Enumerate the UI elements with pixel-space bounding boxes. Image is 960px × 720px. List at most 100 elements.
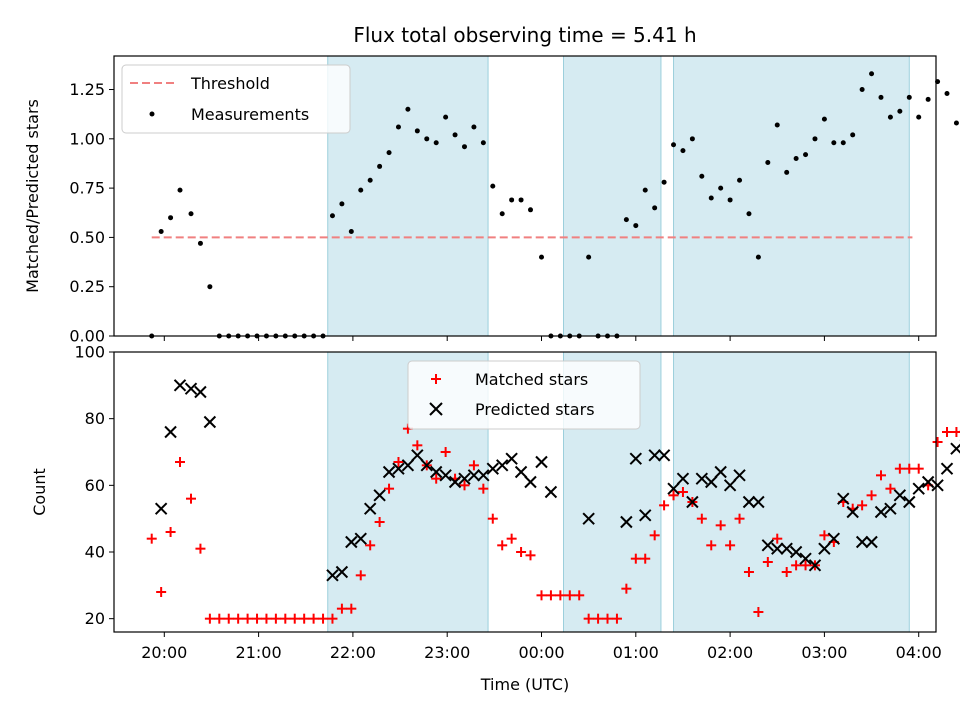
matched-point-24 [374,517,385,527]
chart-title: Flux total observing time = 5.41 h [353,23,696,47]
x-tick-label-0: 20:00 [141,643,187,662]
matched-point-63 [743,567,754,577]
measurement-point-64 [755,254,761,260]
predicted-point-43 [733,469,746,482]
predicted-point-42 [723,479,737,492]
matched-point-18 [318,613,329,624]
legend-measurements-swatch [149,111,155,117]
predicted-point-19 [448,475,462,489]
bottom-y-tick-label-2: 60 [85,476,105,495]
measurement-point-82 [925,96,931,102]
top-observing-span-0 [327,55,489,337]
measurement-point-58 [699,173,705,179]
predicted-point-40 [705,475,718,489]
measurement-point-50 [623,217,629,223]
predicted-point-10 [363,502,377,515]
top-y-axis-title: Matched/Predicted stars [23,99,42,293]
predicted-point-7 [335,565,349,579]
measurement-point-62 [737,177,743,183]
measurement-point-34 [471,124,477,130]
legend-matched-swatch [431,374,441,384]
matched-point-23 [365,540,376,551]
legend-predicted-label: Predicted stars [475,400,595,419]
matched-point-83 [932,437,943,447]
matched-point-56 [677,487,688,497]
matched-point-42 [545,590,556,601]
predicted-point-18 [439,469,452,482]
measurement-point-32 [452,132,458,138]
predicted-point-26 [514,465,528,479]
measurement-point-40 [528,207,534,213]
measurement-point-85 [953,120,959,126]
measurement-point-72 [831,140,837,146]
matched-point-10 [242,613,253,624]
matched-point-19 [327,613,338,624]
predicted-point-23 [486,462,499,475]
measurement-point-54 [661,179,667,185]
matched-point-44 [564,590,575,601]
predicted-point-66 [950,442,960,455]
predicted-point-13 [392,462,405,475]
top-y-tick-label-3: 0.75 [69,179,105,198]
matched-point-3 [175,457,186,467]
predicted-point-3 [184,382,198,395]
predicted-point-62 [912,482,925,495]
measurement-point-59 [708,195,714,201]
matched-point-76 [866,490,877,501]
top-panel-frame [113,55,937,337]
matched-point-21 [346,603,357,614]
x-tick-label-3: 23:00 [424,643,470,662]
measurement-point-41 [539,254,545,260]
predicted-point-22 [477,469,490,482]
measurement-point-69 [803,152,809,158]
measurement-point-24 [377,163,383,169]
predicted-point-30 [582,512,595,525]
legend-matched-label: Matched stars [475,370,588,389]
measurement-point-66 [774,122,780,128]
matched-point-20 [336,603,347,614]
measurement-point-36 [490,183,496,189]
bottom-legend: Matched stars Predicted stars [407,360,641,430]
legend-predicted-swatch [429,402,443,416]
matched-point-60 [715,520,726,531]
predicted-point-59 [884,502,897,515]
predicted-point-45 [752,495,765,509]
predicted-point-35 [657,449,671,462]
matched-point-8 [223,613,234,624]
matched-point-65 [762,557,773,567]
matched-point-30 [431,473,442,484]
matched-point-2 [165,527,176,537]
measurement-point-81 [916,114,922,120]
measurement-point-35 [480,140,486,146]
measurement-point-75 [859,87,865,93]
measurement-point-5 [197,240,203,246]
predicted-point-9 [354,532,367,545]
top-y-axis: 0.00 0.25 0.50 0.75 1.00 1.25 [69,80,114,346]
measurement-point-21 [348,228,354,234]
matched-point-47 [593,613,604,624]
predicted-point-37 [676,472,690,485]
measurement-point-78 [887,114,893,120]
measurement-point-70 [812,136,818,142]
matched-point-34 [468,460,479,471]
matched-point-13 [270,613,281,624]
matched-point-26 [393,457,404,467]
top-observing-span-2 [673,55,910,337]
measurement-point-60 [718,185,724,191]
matched-point-48 [602,613,613,624]
legend-measurements-label: Measurements [191,105,309,124]
measurement-point-37 [499,211,505,217]
matched-point-61 [725,540,736,551]
predicted-point-6 [326,569,339,582]
predicted-stars-series [154,379,960,582]
bottom-y-tick-label-4: 100 [74,343,105,362]
measurement-point-80 [906,94,912,100]
top-y-tick-label-4: 1.00 [69,129,105,148]
measurement-point-68 [793,156,799,162]
matched-point-12 [261,613,272,624]
bottom-legend-box [407,360,641,430]
matched-point-51 [630,553,641,564]
measurement-point-57 [689,136,695,142]
top-observing-span-1 [563,55,662,337]
matched-point-81 [913,463,924,474]
